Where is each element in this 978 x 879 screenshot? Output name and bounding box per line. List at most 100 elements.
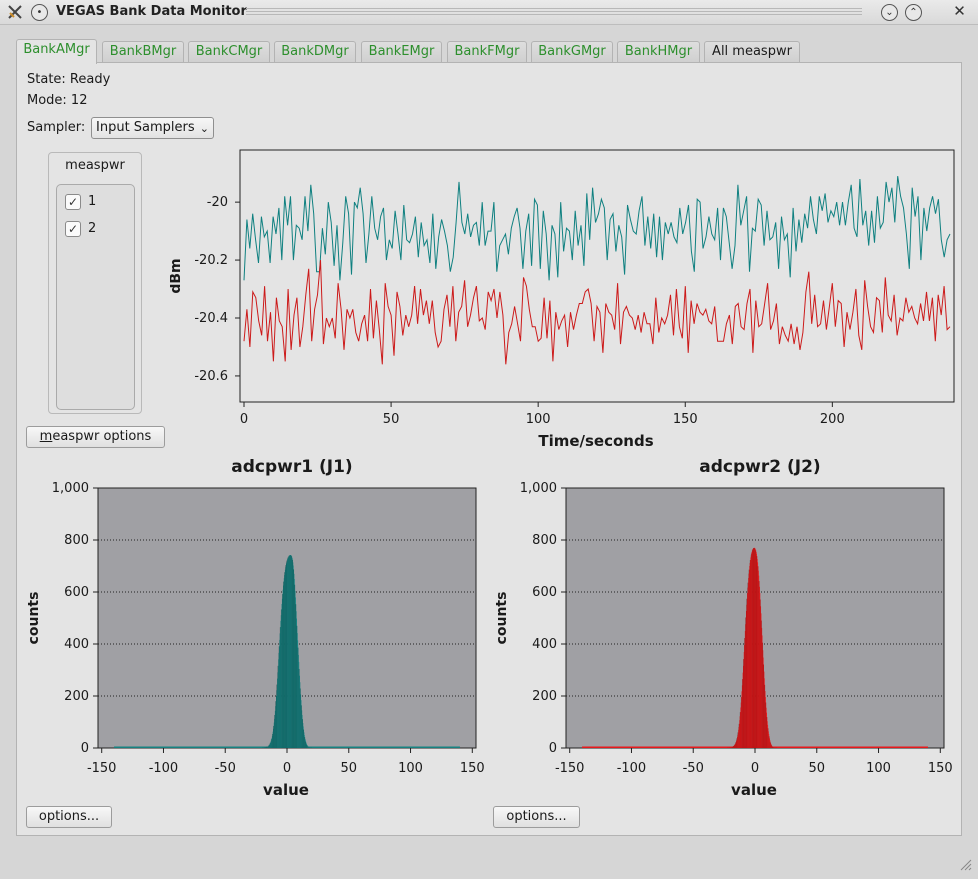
hist-bar bbox=[738, 726, 740, 748]
title-bar[interactable]: • VEGAS Bank Data Monitor ⌄ ⌃ ✕ bbox=[0, 0, 978, 25]
tab-bankdmgr[interactable]: BankDMgr bbox=[274, 41, 356, 63]
tab-bankfmgr[interactable]: BankFMgr bbox=[447, 41, 527, 63]
hist-bar bbox=[743, 665, 744, 748]
measpwr-1-checkbox[interactable]: ✓ bbox=[65, 194, 81, 210]
hist-bar bbox=[291, 557, 293, 748]
hist-bar bbox=[297, 633, 298, 748]
hist-bar bbox=[268, 745, 270, 748]
tab-bankemgr[interactable]: BankEMgr bbox=[361, 41, 442, 63]
hist-bar bbox=[748, 569, 750, 748]
minimize-button[interactable]: ⌄ bbox=[881, 4, 898, 21]
hist-bar bbox=[309, 747, 310, 748]
tab-bankbmgr[interactable]: BankBMgr bbox=[102, 41, 184, 63]
hist2-y-label: counts bbox=[494, 592, 510, 645]
measpwr-options-button[interactable]: measpwr options bbox=[26, 426, 165, 448]
hist-bar bbox=[763, 664, 764, 748]
hist-bar bbox=[285, 565, 287, 748]
hist1-options-button[interactable]: options... bbox=[26, 806, 112, 828]
tab-bankhmgr[interactable]: BankHMgr bbox=[617, 41, 700, 63]
hist-bar bbox=[750, 557, 752, 748]
hist-bar bbox=[763, 671, 765, 748]
x-tick-label: -50 bbox=[215, 761, 236, 776]
sampler-select-value: Input Samplers bbox=[96, 120, 195, 135]
hist-bar bbox=[298, 661, 300, 748]
hist-bar bbox=[270, 742, 271, 748]
hist-bar bbox=[741, 691, 743, 748]
x-tick-label: 100 bbox=[526, 412, 551, 427]
hist-bar bbox=[301, 705, 302, 748]
y-tick-label: 600 bbox=[532, 585, 557, 600]
x-tick-label: 50 bbox=[808, 761, 825, 776]
sampler-select[interactable]: Input Samplers ⌄ bbox=[91, 117, 214, 139]
hist-bar bbox=[305, 740, 306, 748]
measpwr-group-title: measpwr bbox=[65, 158, 125, 173]
hist-bar bbox=[730, 747, 732, 748]
tab-bankgmgr[interactable]: BankGMgr bbox=[531, 41, 613, 63]
hist-bar bbox=[747, 593, 748, 748]
hist-bar bbox=[749, 566, 750, 748]
hist-bar bbox=[281, 609, 282, 748]
y-tick-label: 0 bbox=[81, 741, 89, 756]
hist-bar bbox=[753, 548, 754, 748]
hist-bar bbox=[285, 567, 286, 748]
hist-bar bbox=[295, 604, 297, 748]
hist-bar bbox=[298, 654, 299, 748]
hist-bar bbox=[757, 566, 759, 748]
hist-bar bbox=[766, 712, 767, 748]
hist-bar bbox=[755, 550, 757, 748]
hist-bar bbox=[731, 746, 733, 748]
hist-bar bbox=[754, 548, 756, 748]
hist-bar bbox=[744, 631, 746, 748]
window-title: VEGAS Bank Data Monitor bbox=[56, 4, 247, 19]
x-tick-label: -50 bbox=[683, 761, 704, 776]
hist2-options-button[interactable]: options... bbox=[493, 806, 580, 828]
close-button[interactable]: ✕ bbox=[953, 2, 966, 20]
hist-bar bbox=[747, 587, 749, 748]
hist-bar bbox=[755, 549, 756, 748]
tab-all-measpwr[interactable]: All measpwr bbox=[704, 41, 800, 63]
hist-bar bbox=[743, 659, 744, 748]
y-tick-label: 800 bbox=[64, 533, 89, 548]
hist-bar bbox=[302, 719, 303, 748]
hist-bar bbox=[756, 556, 758, 748]
hist-bar bbox=[738, 723, 740, 748]
hist-bar bbox=[297, 640, 299, 748]
series-1-line bbox=[243, 176, 951, 281]
hist-bar bbox=[767, 721, 768, 748]
adcpwr1-histogram: adcpwr1 (J1) counts value 0 200 400 600 800 1… bbox=[26, 457, 485, 799]
hist-bar bbox=[287, 558, 289, 748]
hist-bar bbox=[772, 746, 774, 748]
hist-bar bbox=[284, 569, 286, 748]
hist-bar bbox=[266, 746, 267, 748]
measpwr-2-checkbox[interactable]: ✓ bbox=[65, 221, 81, 237]
hist-bar bbox=[289, 555, 291, 748]
hist-bar bbox=[292, 559, 293, 748]
resize-grip[interactable] bbox=[958, 857, 972, 871]
y-tick-label: 400 bbox=[64, 637, 89, 652]
hist-bar bbox=[754, 547, 755, 748]
hist-bar bbox=[299, 682, 301, 748]
tab-bankamgr[interactable]: BankAMgr bbox=[16, 39, 97, 64]
mode-label: Mode: 12 bbox=[27, 93, 88, 108]
tab-bankcmgr[interactable]: BankCMgr bbox=[188, 41, 270, 63]
y-tick-label: 600 bbox=[64, 585, 89, 600]
x-tick-label: 0 bbox=[240, 412, 248, 427]
hist-bar bbox=[768, 731, 769, 748]
hist-bar bbox=[773, 747, 774, 748]
hist-bar bbox=[292, 562, 294, 748]
hist-bar bbox=[751, 550, 753, 748]
hist-bar bbox=[277, 665, 279, 748]
hist-bar bbox=[765, 702, 767, 748]
hist-bar bbox=[307, 746, 309, 748]
maximize-button[interactable]: ⌃ bbox=[905, 4, 922, 21]
hist-bar bbox=[271, 736, 273, 748]
window-menu-button[interactable]: • bbox=[31, 4, 48, 21]
hist-bar bbox=[736, 738, 738, 748]
hist-bar bbox=[733, 746, 734, 748]
hist-bar bbox=[730, 747, 731, 748]
hist-bar bbox=[264, 747, 266, 748]
hist-bar bbox=[274, 718, 275, 748]
hist-bar bbox=[271, 739, 272, 748]
hist-bar bbox=[763, 657, 764, 748]
hist-bar bbox=[279, 633, 281, 748]
